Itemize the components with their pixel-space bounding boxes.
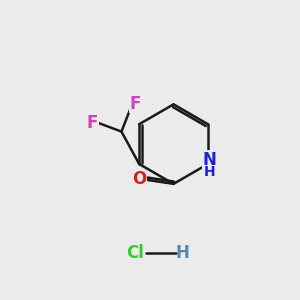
Text: N: N xyxy=(202,151,216,169)
Text: F: F xyxy=(87,114,98,132)
Text: H: H xyxy=(204,165,215,179)
Text: H: H xyxy=(176,244,189,262)
Text: F: F xyxy=(130,94,141,112)
Text: Cl: Cl xyxy=(126,244,144,262)
Text: O: O xyxy=(132,170,146,188)
